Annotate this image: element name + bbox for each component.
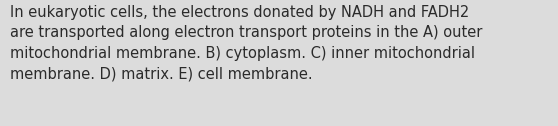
Text: In eukaryotic cells, the electrons donated by NADH and FADH2
are transported alo: In eukaryotic cells, the electrons donat… bbox=[10, 5, 483, 81]
